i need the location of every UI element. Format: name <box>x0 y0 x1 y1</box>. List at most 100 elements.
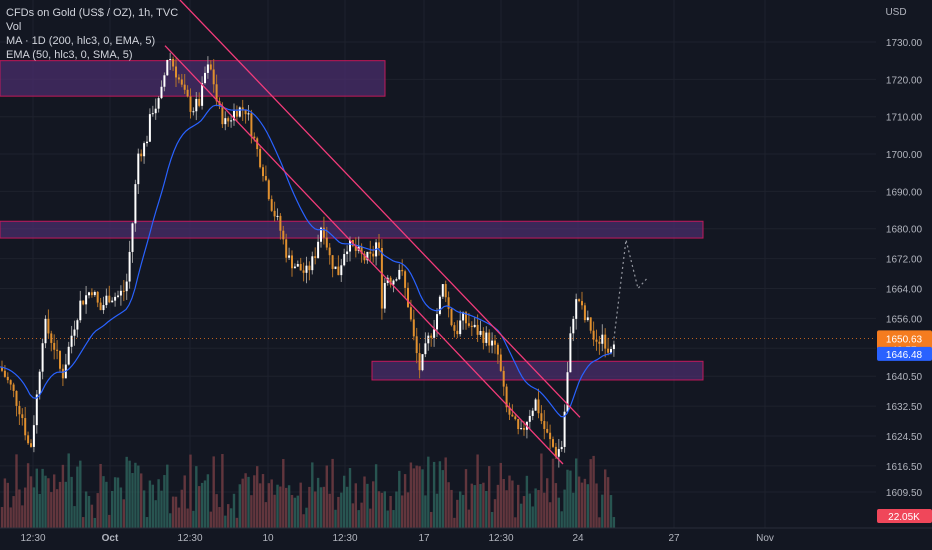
axis-currency-label: USD <box>885 7 906 18</box>
candle-body <box>183 84 186 90</box>
candle-body <box>250 113 253 137</box>
volume-bar <box>261 474 265 528</box>
volume-bar <box>29 476 33 528</box>
candle-body <box>459 320 462 335</box>
candle-body <box>119 290 122 296</box>
volume-bar <box>235 517 239 528</box>
volume-bar <box>192 510 195 528</box>
legend-title[interactable]: CFDs on Gold (US$ / OZ), 1h, TVC <box>6 7 179 19</box>
volume-bar <box>598 517 601 528</box>
volume-bar <box>195 466 198 528</box>
volume-bar <box>290 494 294 528</box>
candle-body <box>279 215 282 231</box>
candle-body <box>221 106 224 125</box>
candle-body <box>494 340 496 345</box>
volume-bar <box>325 465 328 528</box>
time-axis[interactable]: 12:30 Oct 12:30 10 12:30 17 12:30 24 27 Nov <box>0 527 932 544</box>
volume-bar <box>340 492 343 528</box>
candle-body <box>105 295 108 306</box>
candle-body <box>328 247 331 256</box>
ema-badge <box>877 346 932 361</box>
volume-bar <box>160 490 163 528</box>
volume-bar <box>580 482 584 528</box>
candle-body <box>125 281 128 292</box>
volume-bar <box>296 495 299 528</box>
volume-bar <box>334 509 337 528</box>
candle-body <box>581 301 583 306</box>
candle-body <box>285 239 288 258</box>
volume-bar <box>253 475 256 528</box>
candle-body <box>224 118 227 125</box>
candle-body <box>244 110 247 115</box>
volume-bar <box>383 491 386 528</box>
candle-body <box>438 296 441 315</box>
candle-body <box>296 264 299 267</box>
volume-bar <box>546 478 549 528</box>
volume-bar <box>293 497 297 528</box>
candle-body <box>18 405 21 415</box>
candle-body <box>601 334 604 344</box>
candle-body <box>540 413 543 422</box>
candle-body <box>6 376 9 381</box>
volume-bar <box>328 493 331 528</box>
legend-volume[interactable]: Vol <box>6 21 22 33</box>
candle-body <box>537 399 540 414</box>
volume-bar <box>206 474 210 528</box>
volume-bar <box>357 510 360 528</box>
candle-body <box>157 98 160 109</box>
time-tick-label: 12:30 <box>20 533 45 544</box>
candle-body <box>82 300 85 305</box>
candle-body <box>90 292 93 296</box>
volume-bar <box>348 468 352 528</box>
candle-body <box>595 339 598 342</box>
price-zone <box>0 220 704 239</box>
candle-body <box>354 245 357 251</box>
candle-body <box>546 428 549 433</box>
volume-bar <box>166 464 169 528</box>
candle-body <box>21 414 24 419</box>
price-tick-label: 1720.00 <box>886 75 923 86</box>
volume-bar <box>87 496 91 528</box>
volume-bar <box>200 482 204 528</box>
volume-bar <box>412 468 415 528</box>
volume-bar <box>374 464 378 528</box>
volume-bar <box>209 511 212 528</box>
volume-bar <box>125 456 128 528</box>
candle-body <box>154 108 157 114</box>
candle-body <box>253 136 256 139</box>
volume-bar <box>369 508 372 528</box>
candle-body <box>27 435 30 444</box>
volume-bar <box>21 505 24 528</box>
candle-body <box>380 247 383 309</box>
legend-ema[interactable]: EMA (50, hlc3, 0, SMA, 5) <box>6 49 133 61</box>
volume-bar <box>238 484 241 528</box>
volume-bar <box>299 482 302 528</box>
candle-body <box>543 421 546 429</box>
candle-body <box>76 320 79 330</box>
volume-badge-value: 22.05K <box>888 512 920 523</box>
candle-body <box>15 390 18 406</box>
candle-body <box>122 290 125 292</box>
price-axis[interactable]: USD 1730.00 1720.00 1710.00 1700.00 1690.00 16… <box>885 7 922 499</box>
candle-body <box>230 120 233 122</box>
volume-bar <box>41 468 44 528</box>
volume-bar <box>82 517 85 528</box>
candle-body <box>256 138 259 150</box>
volume-bar <box>473 485 476 528</box>
volume-bar <box>502 479 505 528</box>
candle-body <box>552 439 554 447</box>
candle-body <box>186 89 189 97</box>
legend-ma[interactable]: MA · 1D (200, hlc3, 0, EMA, 5) <box>6 35 156 47</box>
projection-path <box>0 239 876 339</box>
volume-bar <box>73 506 76 528</box>
candle-body <box>201 83 204 106</box>
volume-bar <box>398 470 401 528</box>
candle-body <box>421 354 424 371</box>
volume-bar <box>119 487 123 528</box>
volume-bar <box>395 491 398 528</box>
candle-body <box>1 366 3 371</box>
candle-body <box>305 265 308 273</box>
candle-body <box>340 265 343 276</box>
volume-bar <box>534 488 537 528</box>
